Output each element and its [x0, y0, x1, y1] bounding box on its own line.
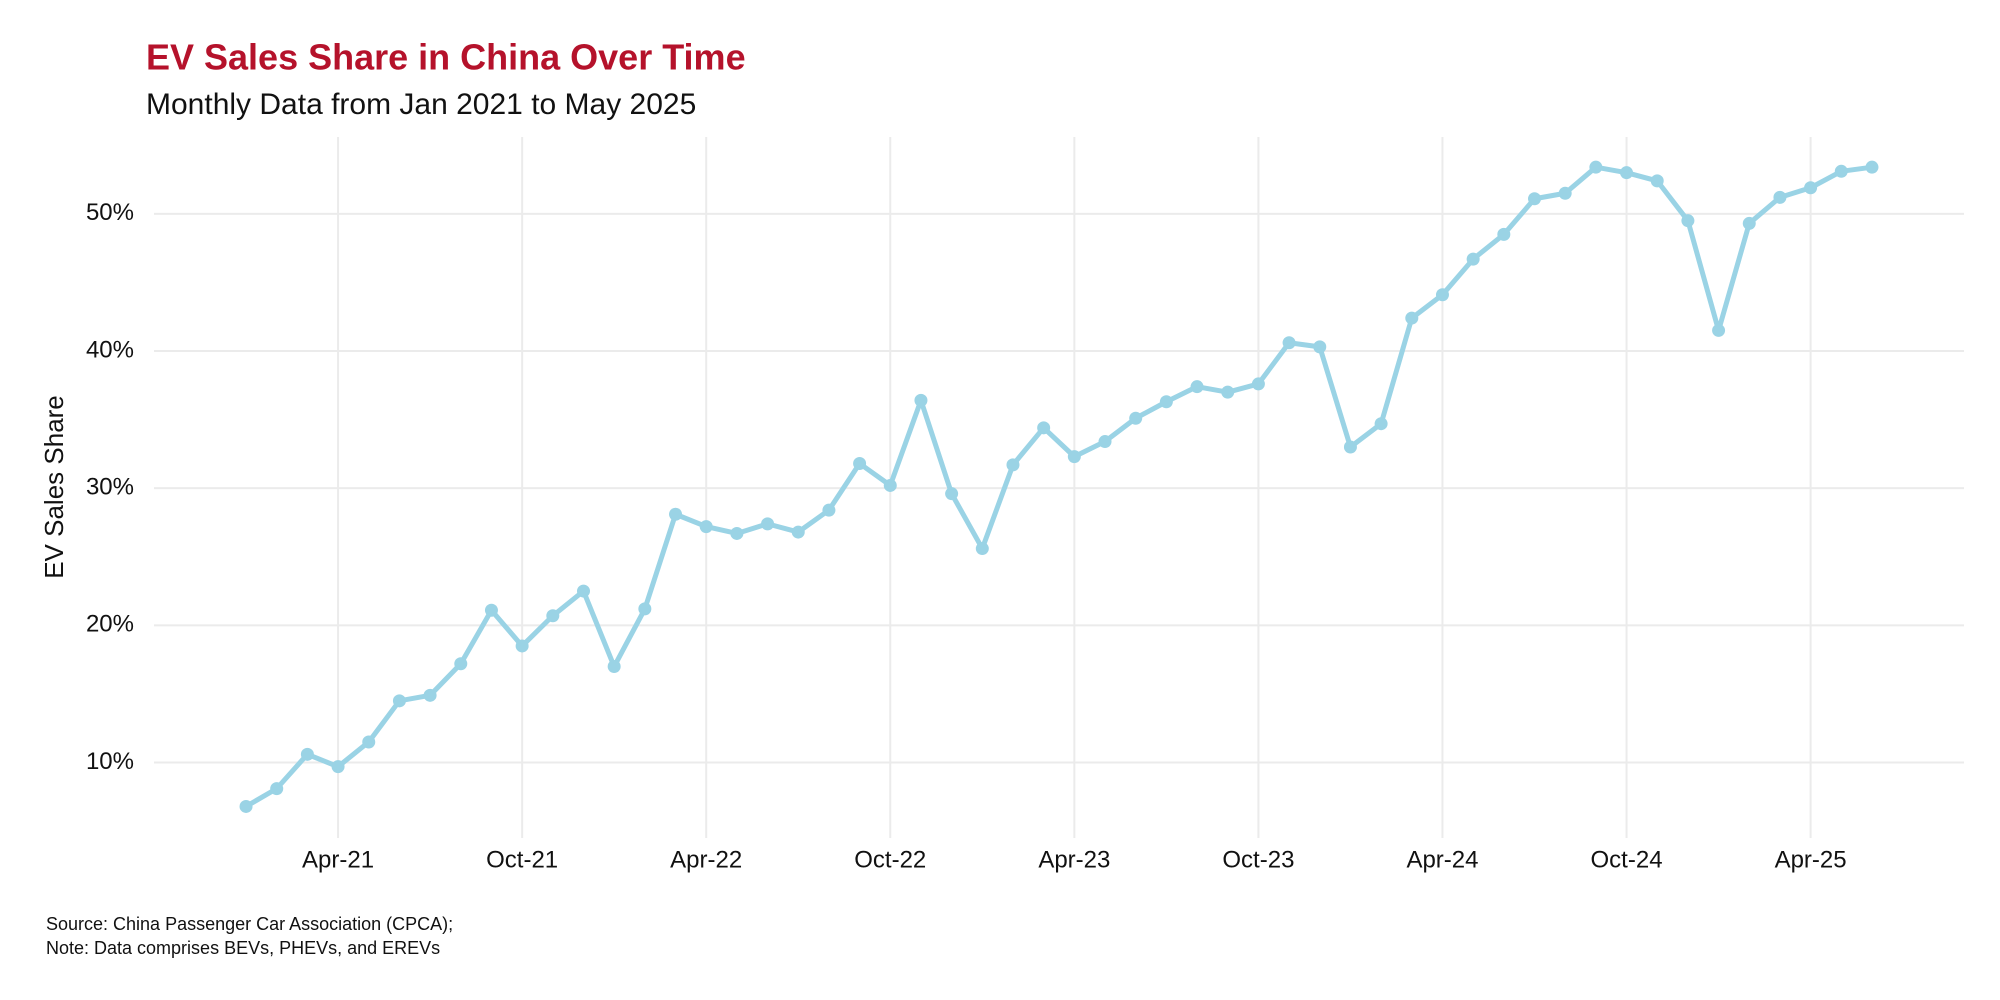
point: [1620, 166, 1634, 180]
y-tick-label: 50%: [86, 199, 134, 226]
point: [454, 657, 468, 671]
point: [546, 609, 560, 623]
x-tick-label: Oct-21: [486, 846, 558, 873]
point: [699, 520, 713, 534]
point: [1681, 214, 1695, 228]
point: [1098, 435, 1112, 449]
point: [1313, 340, 1327, 354]
x-tick-label: Apr-25: [1775, 846, 1847, 873]
point: [576, 584, 590, 598]
y-tick-label: 40%: [86, 336, 134, 363]
y-tick-label: 20%: [86, 611, 134, 638]
y-tick-label: 30%: [86, 474, 134, 501]
point: [883, 478, 897, 492]
point: [945, 487, 959, 501]
point: [239, 799, 253, 813]
caption: Note: Data comprises BEVs, PHEVs, and ER…: [46, 938, 440, 958]
point: [423, 688, 437, 702]
point: [362, 735, 376, 749]
point: [1834, 164, 1848, 178]
x-tick-label: Oct-22: [854, 846, 926, 873]
point: [1067, 450, 1081, 464]
point: [1497, 227, 1511, 241]
point: [975, 542, 989, 556]
point: [730, 526, 744, 540]
point: [1129, 411, 1143, 425]
point: [1405, 311, 1419, 325]
point: [1221, 385, 1235, 399]
point: [761, 517, 775, 531]
point: [515, 639, 529, 653]
point: [1343, 440, 1357, 454]
point: [1589, 160, 1603, 174]
point: [1528, 192, 1542, 206]
point: [1006, 458, 1020, 472]
point: [1773, 190, 1787, 204]
point: [1742, 216, 1756, 230]
x-tick-label: Apr-21: [302, 846, 374, 873]
x-tick-label: Apr-24: [1406, 846, 1478, 873]
y-tick-label: 10%: [86, 748, 134, 775]
point: [607, 660, 621, 674]
x-tick-label: Oct-24: [1591, 846, 1663, 873]
point: [1650, 174, 1664, 188]
point: [300, 747, 314, 761]
x-tick-label: Oct-23: [1222, 846, 1294, 873]
x-tick-label: Apr-22: [670, 846, 742, 873]
point: [1558, 186, 1572, 200]
point: [484, 603, 498, 617]
point: [392, 694, 406, 708]
caption: Source: China Passenger Car Association …: [46, 914, 453, 934]
point: [1435, 288, 1449, 302]
grid: [154, 137, 1964, 838]
point: [1712, 323, 1726, 337]
point: [1037, 421, 1051, 435]
point: [1159, 395, 1173, 409]
point: [331, 760, 345, 774]
point: [1374, 417, 1388, 431]
point: [1466, 252, 1480, 266]
point: [1804, 181, 1818, 195]
point: [1251, 377, 1265, 391]
point: [914, 393, 928, 407]
line: [244, 164, 1873, 809]
point: [853, 456, 867, 470]
chart-subtitle: Monthly Data from Jan 2021 to May 2025: [146, 88, 696, 121]
point: [822, 503, 836, 517]
point: [1190, 380, 1204, 394]
point: [270, 782, 284, 796]
plot: [239, 160, 1879, 813]
chart-title: EV Sales Share in China Over Time: [146, 37, 746, 78]
point: [638, 602, 652, 616]
point: [1282, 336, 1296, 350]
y-axis-label: EV Sales Share: [39, 395, 69, 579]
point: [1865, 160, 1879, 174]
point: [669, 507, 683, 521]
point: [791, 525, 805, 539]
x-tick-label: Apr-23: [1038, 846, 1110, 873]
